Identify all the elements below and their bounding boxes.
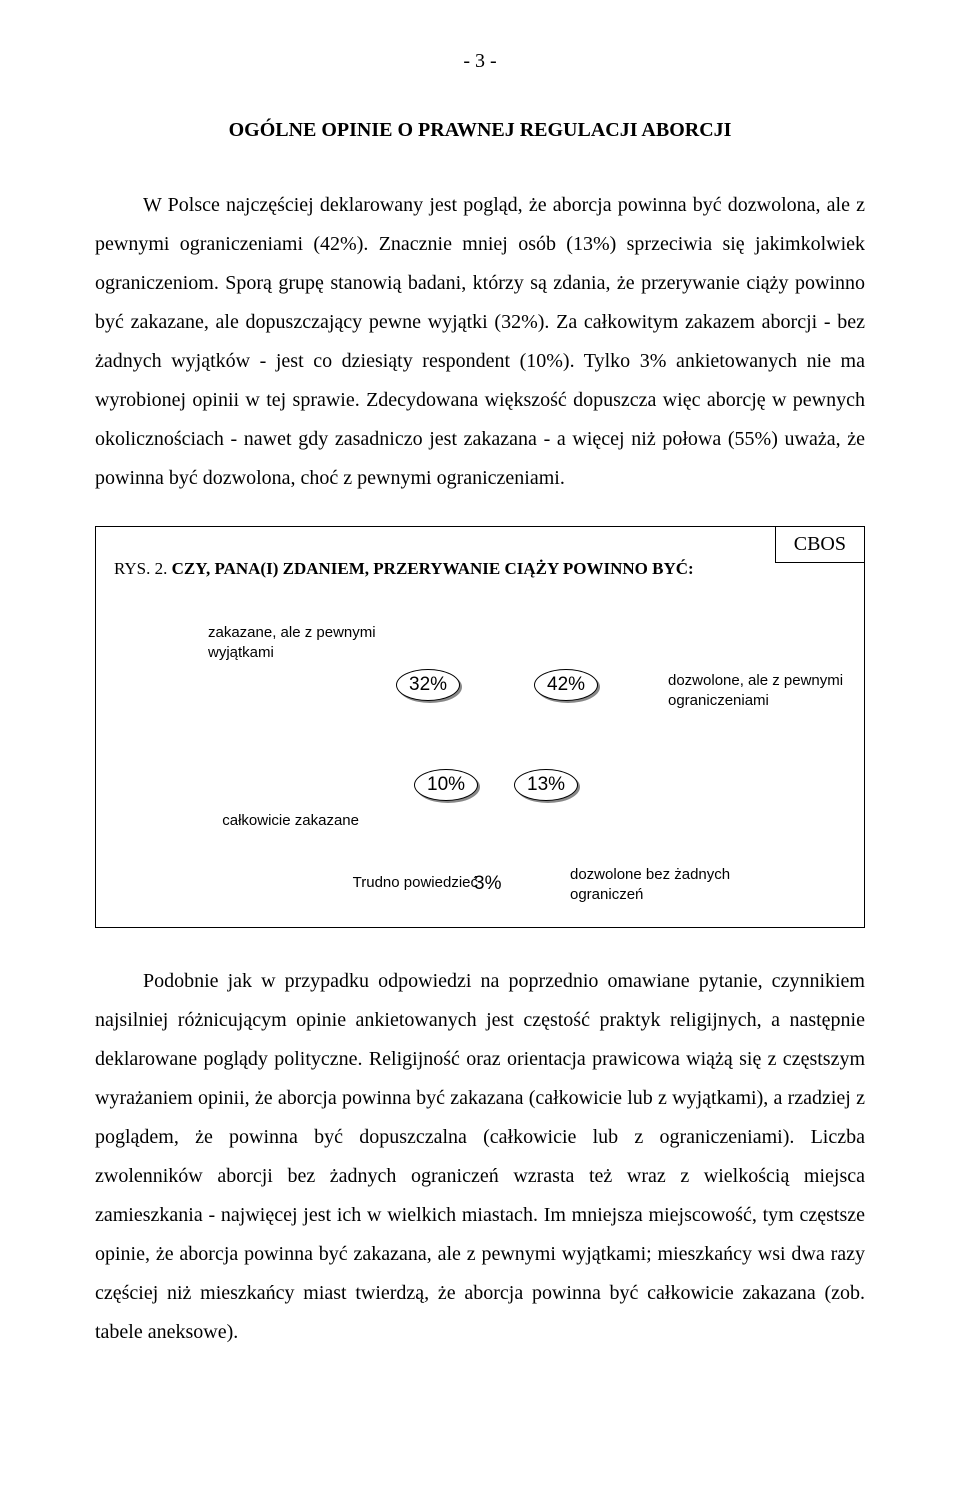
- pie-chart: 32% 42% 10% 13% zakazane, ale z pewnymi …: [96, 587, 864, 927]
- section-title: OGÓLNE OPINIE O PRAWNEJ REGULACJI ABORCJ…: [95, 119, 865, 142]
- cat-label-dozwolone-bez: dozwolone bez żadnych ograniczeń: [570, 865, 750, 906]
- pct-label-13: 13%: [514, 769, 578, 801]
- pct-label-10: 10%: [414, 769, 478, 801]
- figure-box: CBOS RYS. 2. CZY, PANA(I) ZDANIEM, PRZER…: [95, 526, 865, 928]
- paragraph-1: W Polsce najczęściej deklarowany jest po…: [95, 186, 865, 498]
- figure-question: CZY, PANA(I) ZDANIEM, PRZERYWANIE CIĄŻY …: [172, 559, 694, 578]
- cat-label-zakazane-wyjatki: zakazane, ale z pewnymi wyjątkami: [208, 623, 378, 664]
- cat-label-calkowicie-zakazane: całkowicie zakazane: [199, 811, 359, 831]
- figure-rys-prefix: RYS. 2.: [114, 559, 172, 578]
- figure-title: RYS. 2. CZY, PANA(I) ZDANIEM, PRZERYWANI…: [96, 527, 864, 587]
- cat-label-trudno: Trudno powiedzieć: [328, 873, 478, 893]
- cbos-badge: CBOS: [775, 526, 865, 563]
- page-number: - 3 -: [95, 50, 865, 73]
- cat-label-dozwolone-ograniczenia: dozwolone, ale z pewnymi ograniczeniami: [668, 671, 848, 712]
- paragraph-2: Podobnie jak w przypadku odpowiedzi na p…: [95, 962, 865, 1352]
- pct-label-3: 3%: [474, 873, 501, 895]
- pct-label-32: 32%: [396, 669, 460, 701]
- pct-label-42: 42%: [534, 669, 598, 701]
